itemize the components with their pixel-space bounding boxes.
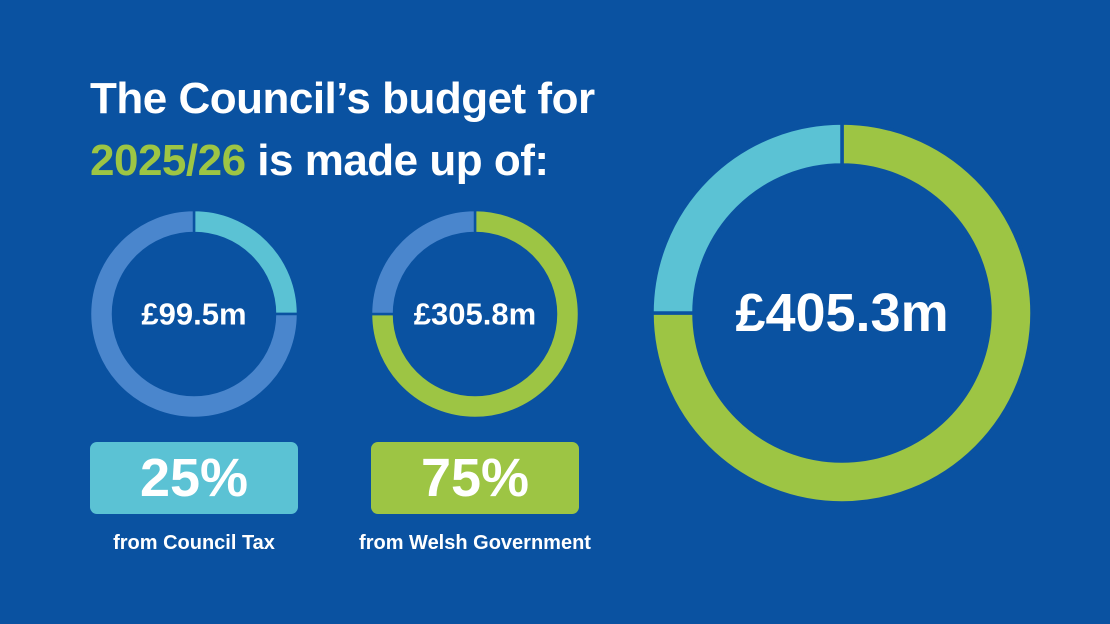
council-tax-percent-box: 25%	[90, 442, 298, 514]
donut-slice-1	[89, 209, 299, 419]
title-line-2: 2025/26 is made up of:	[90, 136, 549, 186]
donut-slice-1	[651, 122, 844, 315]
donut-slice-0	[651, 122, 1033, 504]
welsh-government-percent-box: 75%	[371, 442, 579, 514]
welsh-government-percent: 75%	[420, 448, 530, 508]
donut-center-label: £305.8m	[414, 297, 536, 332]
donut-center-label: £405.3m	[735, 283, 948, 343]
welsh-government-caption: from Welsh Government	[359, 532, 591, 554]
title-year: 2025/26	[90, 136, 246, 185]
title-rest: is made up of:	[245, 136, 549, 185]
title-line-1: The Council’s budget for	[90, 74, 595, 123]
council-tax-caption: from Council Tax	[113, 532, 275, 554]
council-tax-donut: £99.5m	[89, 209, 299, 419]
donut-slice-1	[370, 209, 477, 316]
donut-slice-0	[370, 209, 580, 419]
council-tax-percent: 25%	[139, 448, 249, 508]
total-budget-donut: £405.3m	[651, 122, 1033, 504]
welsh-government-donut: £305.8m	[370, 209, 580, 419]
donut-center-label: £99.5m	[141, 297, 246, 332]
